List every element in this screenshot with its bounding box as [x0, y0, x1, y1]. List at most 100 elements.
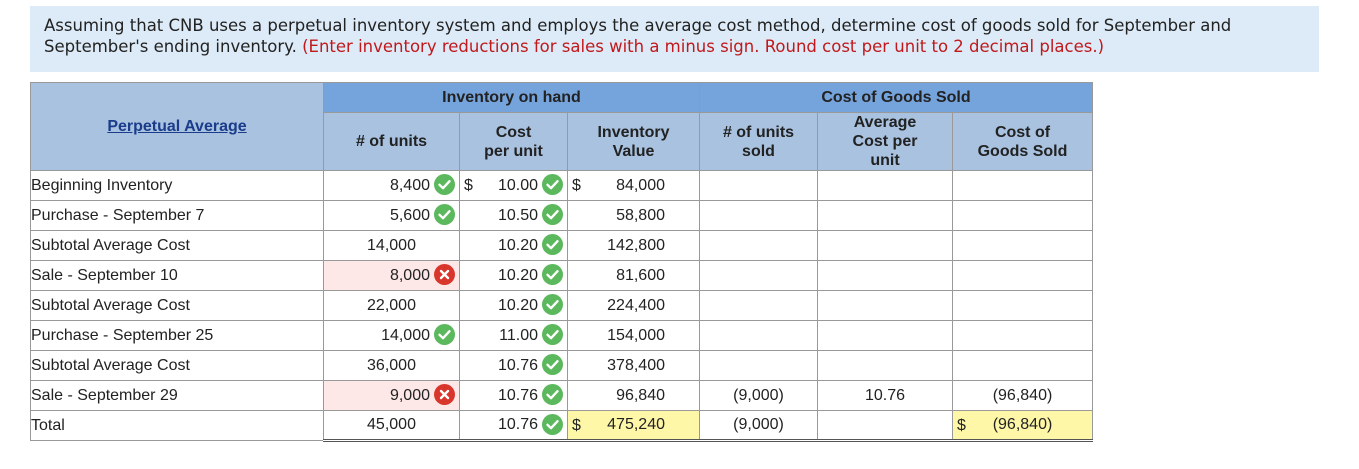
cogs-input[interactable]: (96,840)	[952, 380, 1093, 411]
units-input[interactable]: 14,000	[323, 320, 460, 351]
units-sold-value: (9,000)	[733, 416, 784, 433]
average-cost-input[interactable]	[817, 230, 953, 261]
inventory-value-input[interactable]: $475,240	[567, 410, 700, 442]
units-sold-input[interactable]	[699, 350, 818, 381]
units-value: 8,000	[389, 266, 430, 284]
cost-per-unit-input[interactable]: 10.50	[459, 200, 568, 231]
value-dollar-sign: $	[572, 417, 581, 434]
cogs-input[interactable]	[952, 170, 1093, 201]
units-value: 45,000	[367, 416, 416, 433]
inventory-value-input[interactable]: $84,000	[567, 170, 700, 201]
units-input[interactable]: 8,400	[323, 170, 460, 201]
inventory-value-input[interactable]: 81,600	[567, 260, 700, 291]
inventory-value: 96,840	[616, 386, 665, 404]
check-circle-icon	[542, 234, 563, 255]
cost-per-unit-input[interactable]: 10.20	[459, 230, 568, 261]
average-cost-input[interactable]	[817, 200, 953, 231]
units-input[interactable]: 45,000	[323, 410, 460, 442]
table-row: Total 45,000 10.76 $475,240 (9,000) $ (96,840)	[30, 410, 1093, 442]
inventory-value: 154,000	[607, 326, 665, 344]
check-circle-icon	[434, 174, 455, 195]
row-label-text: Purchase - September 25	[31, 326, 214, 344]
check-circle-icon	[434, 204, 455, 225]
cogs-input[interactable]	[952, 230, 1093, 261]
col-inventory-value: Inventory Value	[567, 112, 700, 171]
cogs-input[interactable]	[952, 320, 1093, 351]
cost-value: 10.20	[497, 266, 538, 284]
cost-per-unit-input[interactable]: 10.76	[459, 410, 568, 442]
question-instructions: Assuming that CNB uses a perpetual inven…	[30, 6, 1319, 72]
units-sold-input[interactable]: (9,000)	[699, 410, 818, 442]
cost-per-unit-input[interactable]: $10.00	[459, 170, 568, 201]
inventory-value: 142,800	[607, 236, 665, 254]
average-cost-input[interactable]	[817, 410, 953, 442]
units-sold-input[interactable]	[699, 200, 818, 231]
cost-per-unit-input[interactable]: 10.20	[459, 260, 568, 291]
cost-per-unit-input[interactable]: 10.76	[459, 350, 568, 381]
units-sold-input[interactable]	[699, 290, 818, 321]
check-circle-icon	[542, 324, 563, 345]
cost-per-unit-input[interactable]: 10.20	[459, 290, 568, 321]
units-input[interactable]: 14,000	[323, 230, 460, 261]
cost-per-unit-input[interactable]: 10.76	[459, 380, 568, 411]
col-units: # of units	[323, 112, 460, 171]
row-label-text: Sale - September 10	[31, 266, 178, 284]
table-row: Beginning Inventory 8,400 $10.00 $84,000	[30, 170, 1093, 201]
average-cost-input[interactable]	[817, 350, 953, 381]
inventory-value-input[interactable]: 378,400	[567, 350, 700, 381]
row-label-text: Purchase - September 7	[31, 206, 205, 224]
inventory-value-input[interactable]: 58,800	[567, 200, 700, 231]
row-label: Subtotal Average Cost	[30, 230, 324, 261]
row-label: Total	[30, 410, 324, 441]
x-circle-icon	[434, 384, 455, 405]
inventory-value: 84,000	[616, 176, 665, 194]
units-sold-value: (9,000)	[733, 386, 784, 404]
inventory-value-input[interactable]: 224,400	[567, 290, 700, 321]
cogs-input[interactable]	[952, 260, 1093, 291]
inventory-value: 224,400	[607, 296, 665, 314]
units-input[interactable]: 5,600	[323, 200, 460, 231]
inventory-value-input[interactable]: 142,800	[567, 230, 700, 261]
cogs-input[interactable]: $ (96,840)	[952, 410, 1093, 442]
instructions-note: (Enter inventory reductions for sales wi…	[302, 37, 1105, 56]
table-row: Subtotal Average Cost 36,000 10.76 378,400	[30, 350, 1093, 381]
cost-per-unit-input[interactable]: 11.00	[459, 320, 568, 351]
units-input[interactable]: 8,000	[323, 260, 460, 291]
row-header-title[interactable]: Perpetual Average	[107, 117, 247, 135]
cost-value: 10.76	[497, 386, 538, 404]
units-sold-input[interactable]	[699, 260, 818, 291]
inventory-value-input[interactable]: 154,000	[567, 320, 700, 351]
average-cost-input[interactable]	[817, 170, 953, 201]
cogs-input[interactable]	[952, 200, 1093, 231]
perpetual-average-table: Perpetual Average Inventory on hand Cost…	[30, 82, 1093, 442]
units-sold-input[interactable]	[699, 230, 818, 261]
x-circle-icon	[434, 264, 455, 285]
row-label: Subtotal Average Cost	[30, 290, 324, 321]
average-cost-input[interactable]	[817, 320, 953, 351]
group-inventory-on-hand: Inventory on hand	[323, 82, 700, 113]
units-input[interactable]: 22,000	[323, 290, 460, 321]
units-sold-input[interactable]	[699, 170, 818, 201]
units-sold-input[interactable]: (9,000)	[699, 380, 818, 411]
instructions-text: Assuming that CNB uses a perpetual inven…	[44, 16, 1232, 56]
cost-value: 10.20	[497, 236, 538, 254]
units-input[interactable]: 36,000	[323, 350, 460, 381]
inventory-value: 81,600	[616, 266, 665, 284]
check-circle-icon	[542, 294, 563, 315]
units-input[interactable]: 9,000	[323, 380, 460, 411]
check-circle-icon	[542, 413, 563, 435]
inventory-value-input[interactable]: 96,840	[567, 380, 700, 411]
cogs-input[interactable]	[952, 350, 1093, 381]
col-average-cost-per-unit: Average Cost per unit	[817, 112, 953, 171]
average-cost-input[interactable]	[817, 260, 953, 291]
average-cost-input[interactable]: 10.76	[817, 380, 953, 411]
average-cost-input[interactable]	[817, 290, 953, 321]
units-value: 14,000	[381, 326, 430, 344]
row-label-text: Beginning Inventory	[31, 176, 173, 194]
table-row: Purchase - September 7 5,600 10.50 58,800	[30, 200, 1093, 231]
row-label-text: Total	[31, 416, 65, 434]
table-row: Sale - September 29 9,000 10.76 96,840 (9,00…	[30, 380, 1093, 411]
check-circle-icon	[542, 204, 563, 225]
cogs-input[interactable]	[952, 290, 1093, 321]
units-sold-input[interactable]	[699, 320, 818, 351]
